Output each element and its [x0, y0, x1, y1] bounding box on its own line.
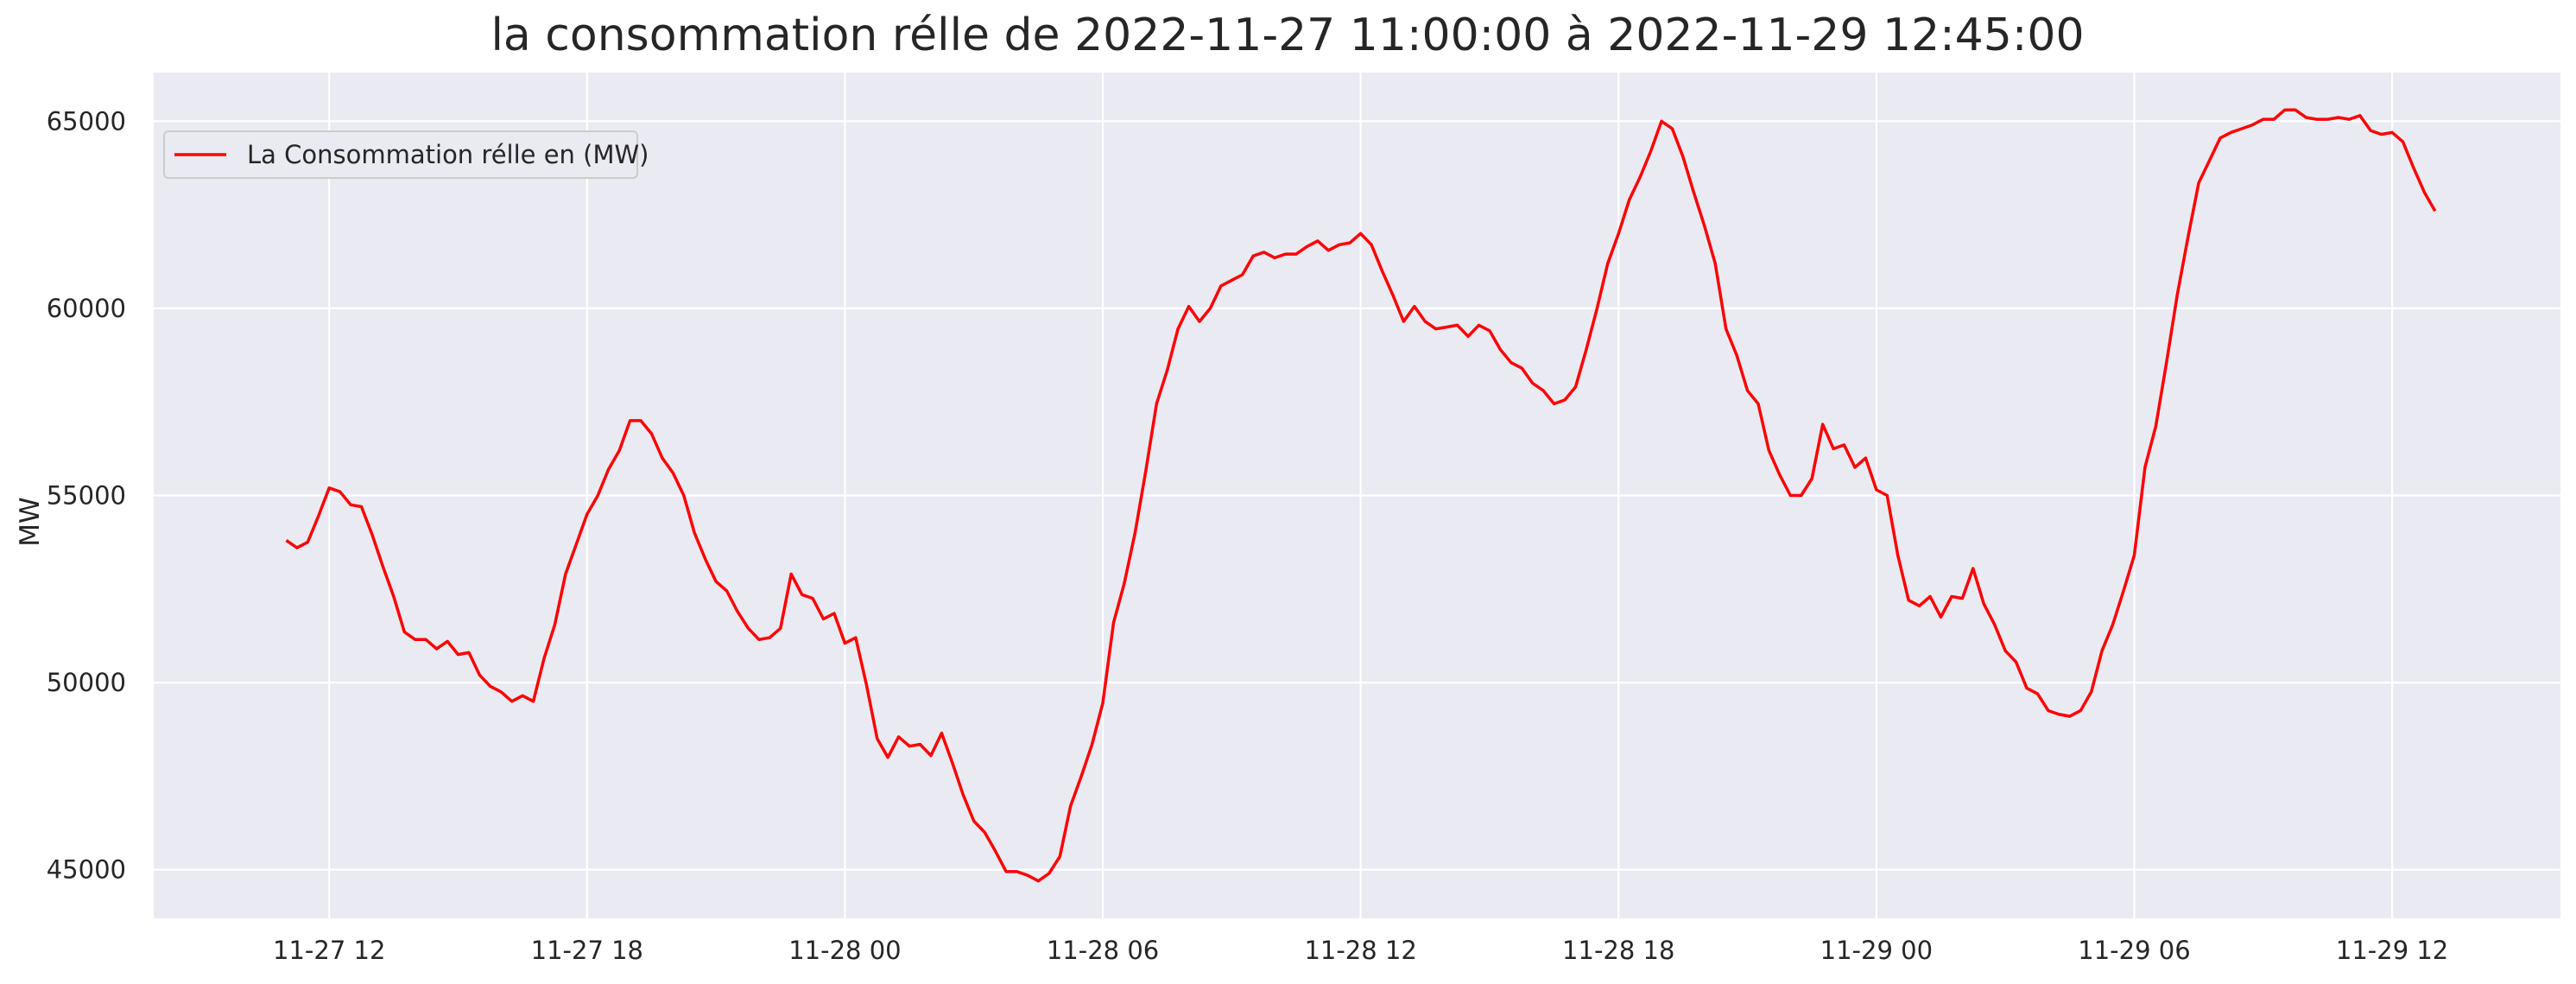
- x-tick-label: 11-28 00: [788, 936, 901, 965]
- y-tick-label: 65000: [47, 106, 126, 136]
- series-layer: [285, 108, 2437, 883]
- series-line: [285, 108, 2437, 883]
- y-tick-label: 45000: [47, 855, 126, 885]
- x-axis: 11-27 12 11-27 18 11-28 00 11-28 06 11-28 12…: [273, 936, 2448, 965]
- chart-title: la consommation rélle de 2022-11-27 11:0…: [491, 10, 2084, 61]
- x-tick-label: 11-27 12: [273, 936, 385, 965]
- legend[interactable]: La Consommation rélle en (MW): [163, 130, 649, 179]
- y-tick-label: 55000: [47, 481, 126, 511]
- x-tick-label: 11-28 18: [1562, 936, 1674, 965]
- x-tick-label: 11-29 06: [2078, 936, 2190, 965]
- x-tick-label: 11-29 00: [1820, 936, 1933, 965]
- x-tick-label: 11-28 06: [1047, 936, 1159, 965]
- grid: [154, 73, 2560, 918]
- x-tick-label: 11-27 18: [531, 936, 643, 965]
- legend-label: La Consommation rélle en (MW): [247, 140, 649, 169]
- y-axis: 45000 50000 55000 60000 65000: [47, 106, 126, 884]
- y-tick-label: 50000: [47, 668, 126, 697]
- y-axis-label: MW: [15, 497, 46, 546]
- y-tick-label: 60000: [47, 294, 126, 323]
- x-tick-label: 11-29 12: [2336, 936, 2448, 965]
- legend-box: [163, 130, 638, 179]
- x-tick-label: 11-28 12: [1304, 936, 1416, 965]
